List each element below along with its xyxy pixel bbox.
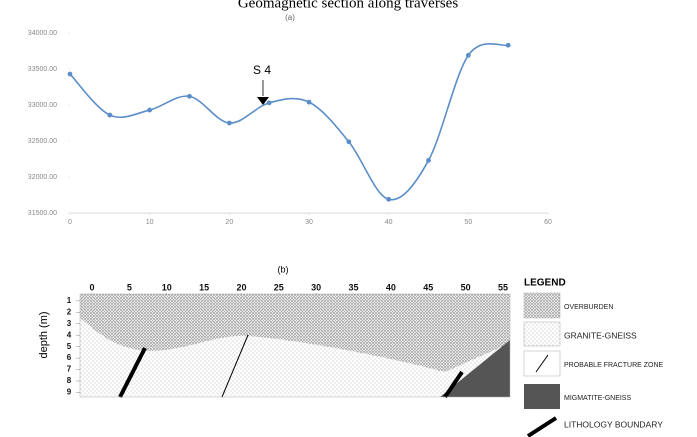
y-tick-label: 32000.00 — [28, 174, 57, 181]
legend-swatch — [524, 384, 560, 409]
x-tick-label: 25 — [274, 282, 284, 292]
legend-label: MIGMATITE-GNEISS — [564, 395, 631, 402]
y-tick-label: 4 — [67, 330, 72, 339]
y-tick-label: 7 — [67, 365, 72, 374]
annotation-arrowhead — [257, 97, 269, 105]
section-title: (b) — [278, 264, 289, 274]
x-tick-label: 55 — [498, 282, 508, 292]
migmatite-gneiss — [440, 340, 510, 397]
data-point — [107, 112, 113, 118]
legend-swatch — [523, 321, 561, 347]
data-point — [147, 107, 153, 113]
y-tick-label: 33000.00 — [28, 102, 57, 109]
legend-label: OVERBURDEN — [564, 304, 613, 311]
legend-label: PROBABLE FRACTURE ZONE — [564, 362, 664, 369]
legend-swatch-line — [526, 416, 558, 437]
data-point — [266, 100, 272, 106]
legend-swatch — [523, 292, 561, 319]
x-tick-label: 40 — [386, 282, 396, 292]
overburden — [80, 294, 510, 372]
lithology-boundary — [443, 370, 464, 399]
x-tick-label: 50 — [464, 219, 472, 226]
x-tick-label: 30 — [305, 219, 313, 226]
annotation: S 4 — [253, 63, 271, 77]
x-tick-label: 5 — [127, 282, 132, 292]
y-tick-label: 1 — [67, 296, 72, 305]
x-tick-label: 30 — [311, 282, 321, 292]
x-tick-label: 20 — [225, 219, 233, 226]
y-axis-label: depth (m) — [38, 311, 50, 358]
y-tick-label: 33500.00 — [28, 66, 57, 73]
y-tick-label: 2 — [67, 307, 72, 316]
data-point — [465, 52, 471, 58]
data-point — [306, 99, 312, 105]
x-tick-label: 10 — [146, 219, 154, 226]
x-tick-label: 60 — [544, 219, 552, 226]
data-point — [187, 93, 192, 99]
fracture-zone — [221, 334, 249, 398]
legend-swatch-line — [535, 354, 549, 373]
y-tick-label: 32500.00 — [28, 138, 57, 145]
section-frame — [79, 293, 511, 398]
x-tick-label: 0 — [89, 282, 94, 292]
y-tick-label: 6 — [67, 353, 72, 362]
y-tick-label: 3 — [67, 319, 72, 328]
x-tick-label: 35 — [349, 282, 359, 292]
figure-title: Geomagnetic section along traverses — [238, 0, 458, 11]
y-tick-label: 31500.00 — [28, 210, 57, 217]
x-tick-label: 0 — [68, 219, 72, 226]
x-tick-label: 50 — [461, 282, 471, 292]
data-point — [386, 196, 392, 202]
legend-label: LITHOLOGY BOUNDARY — [564, 419, 663, 429]
data-point — [226, 120, 232, 126]
lithology-boundary — [118, 347, 147, 398]
x-tick-label: 10 — [162, 282, 172, 292]
x-tick-label: 15 — [199, 282, 209, 292]
data-point — [505, 42, 511, 48]
legend-label: GRANITE-GNEISS — [564, 330, 637, 340]
series-line — [69, 42, 509, 201]
y-tick-label: 34000.00 — [28, 30, 57, 37]
y-tick-label: 8 — [67, 376, 72, 385]
data-point — [67, 71, 73, 77]
x-tick-label: 20 — [236, 282, 246, 292]
x-tick-label: 45 — [423, 282, 433, 292]
chart-title: (a) — [285, 13, 295, 22]
legend-title: LEGEND — [524, 278, 566, 289]
x-tick-label: 40 — [385, 219, 393, 226]
data-point — [426, 158, 431, 163]
y-tick-label: 5 — [67, 342, 72, 351]
y-tick-label: 9 — [67, 388, 72, 397]
section — [79, 293, 511, 399]
data-point — [346, 139, 352, 145]
